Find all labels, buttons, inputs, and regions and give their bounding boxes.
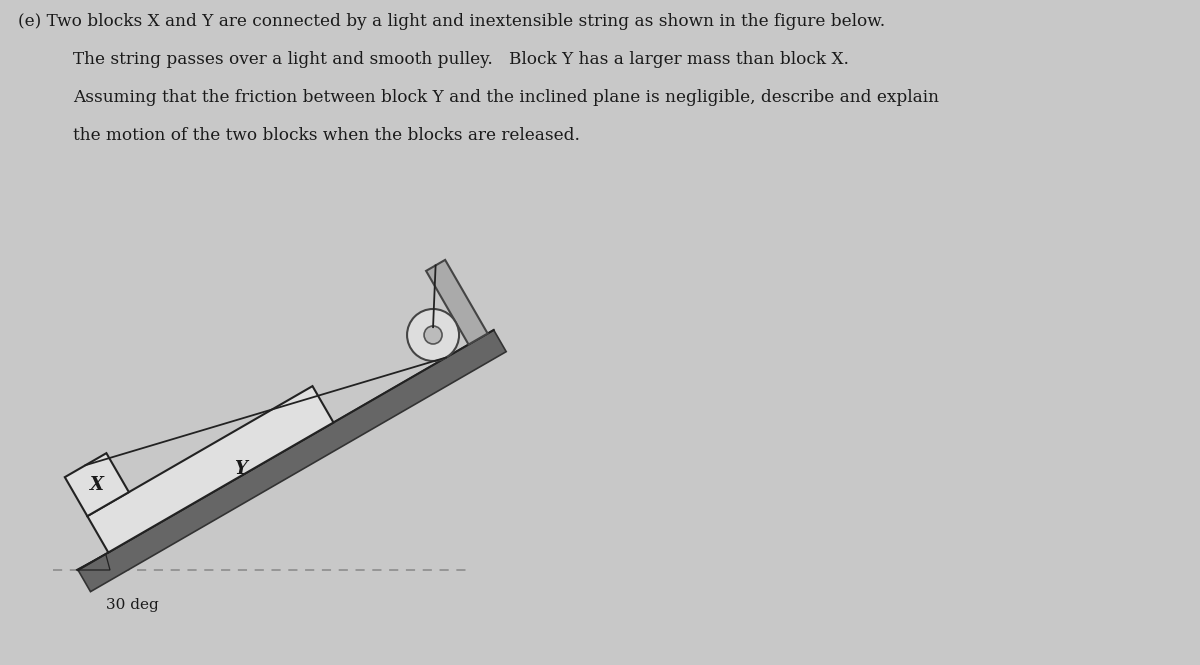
Polygon shape	[65, 453, 128, 516]
Text: The string passes over a light and smooth pulley.   Block Y has a larger mass th: The string passes over a light and smoot…	[73, 51, 850, 68]
Text: the motion of the two blocks when the blocks are released.: the motion of the two blocks when the bl…	[73, 127, 580, 144]
Polygon shape	[426, 260, 487, 344]
Circle shape	[424, 326, 442, 344]
Polygon shape	[88, 386, 334, 553]
Text: 30 deg: 30 deg	[106, 598, 158, 612]
Text: Y: Y	[234, 460, 247, 478]
Polygon shape	[78, 330, 506, 592]
Text: (e) Two blocks X and Y are connected by a light and inextensible string as shown: (e) Two blocks X and Y are connected by …	[18, 13, 886, 30]
Text: Assuming that the friction between block Y and the inclined plane is negligible,: Assuming that the friction between block…	[73, 89, 940, 106]
Text: X: X	[90, 475, 104, 493]
Circle shape	[407, 309, 460, 361]
